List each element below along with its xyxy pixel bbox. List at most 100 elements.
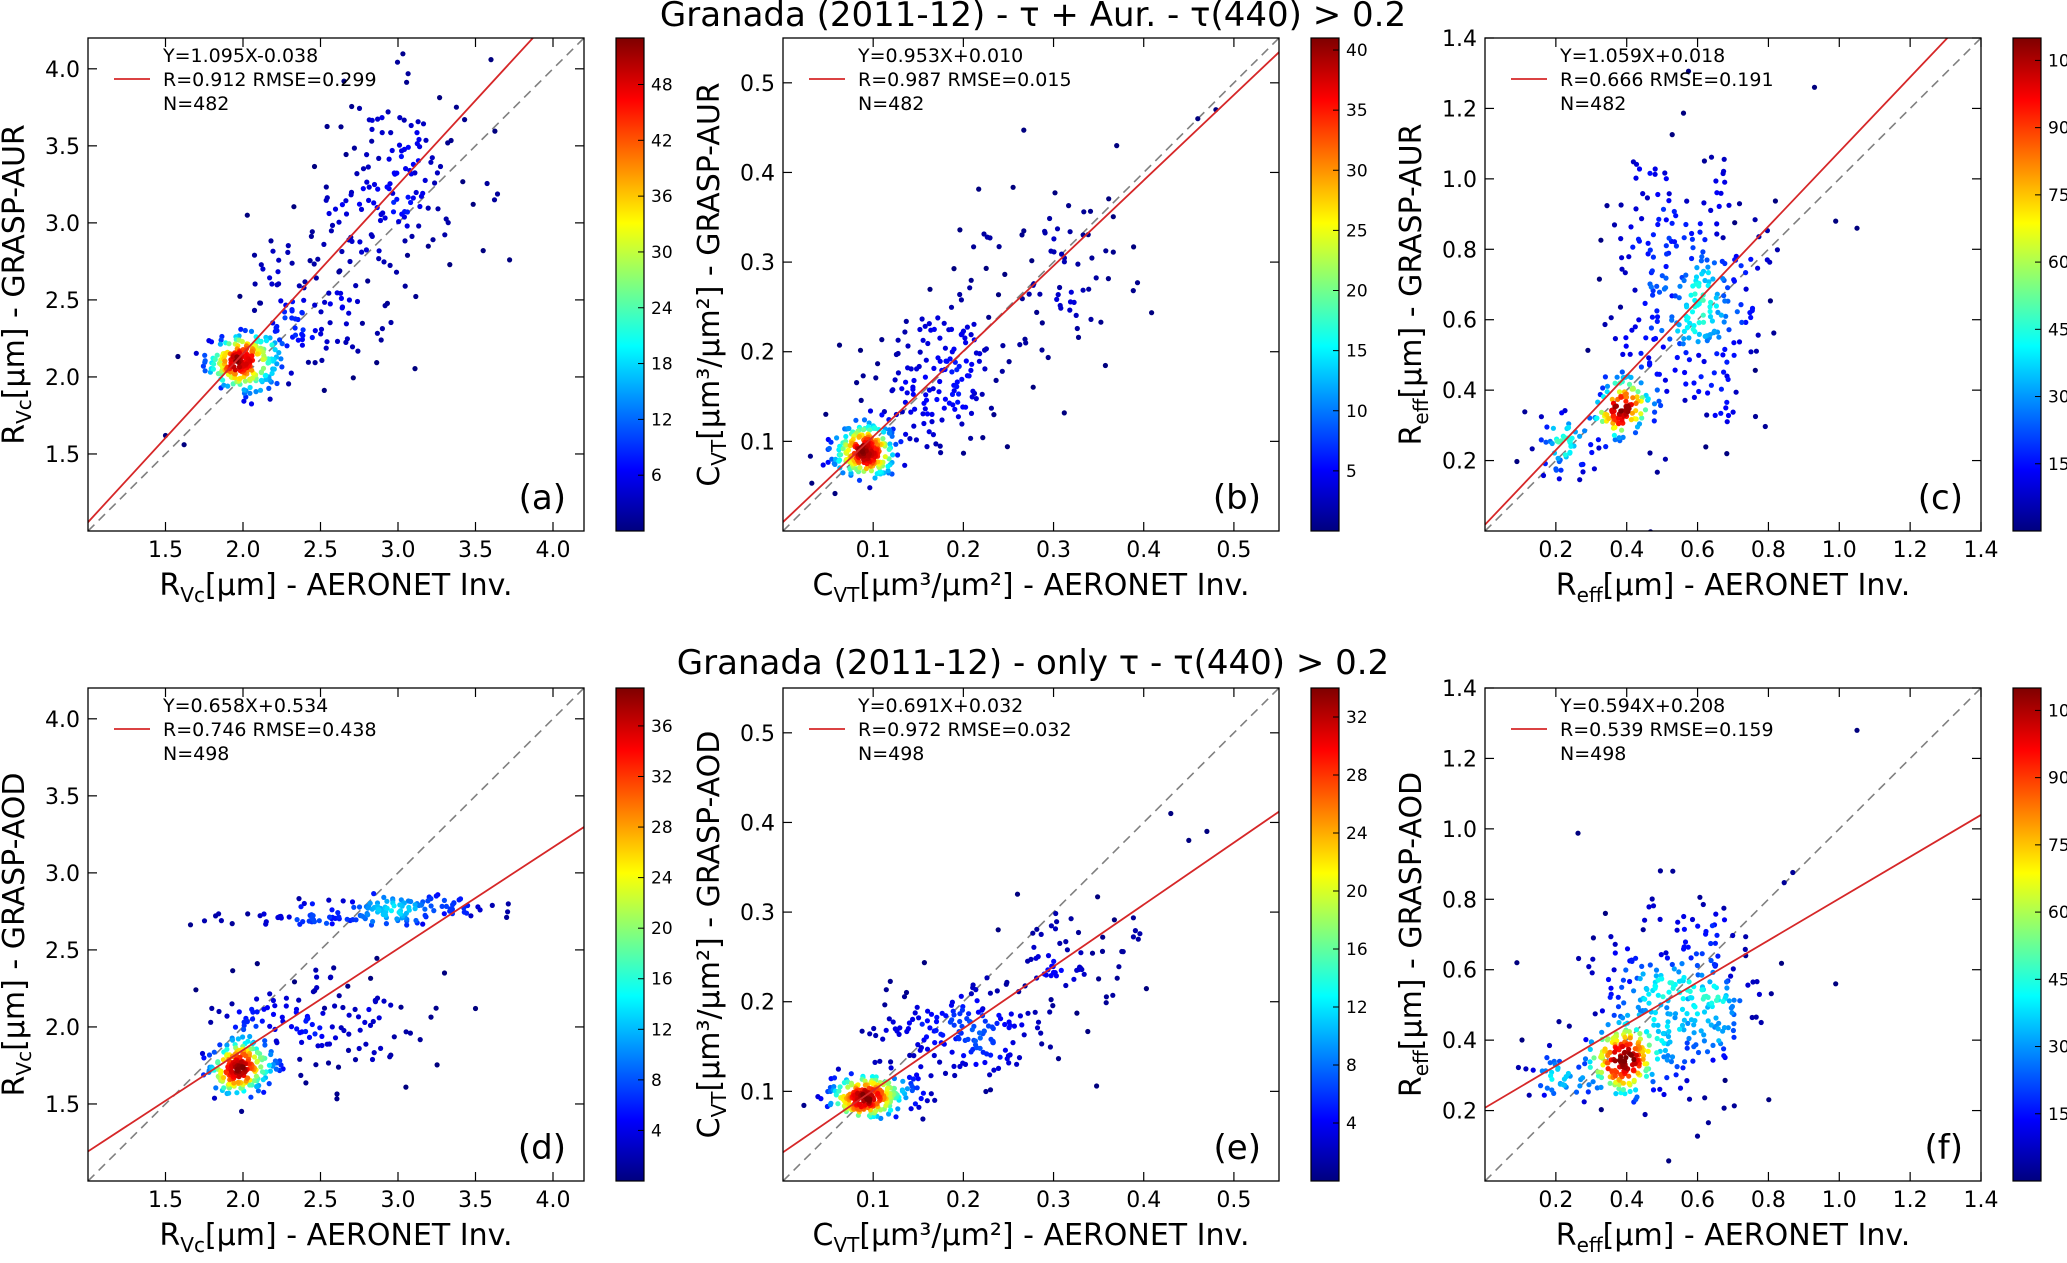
data-point xyxy=(1630,244,1636,250)
data-point xyxy=(1666,198,1672,204)
data-point xyxy=(1078,950,1084,956)
data-point xyxy=(893,441,899,447)
data-point xyxy=(1654,314,1661,320)
data-point xyxy=(1663,217,1669,223)
data-point xyxy=(1724,359,1730,365)
data-point xyxy=(1669,961,1675,968)
data-point xyxy=(240,1034,246,1040)
data-point xyxy=(379,115,385,121)
data-point xyxy=(1066,203,1072,209)
data-point xyxy=(1705,1120,1711,1126)
data-point xyxy=(278,356,284,362)
data-point xyxy=(995,292,1002,298)
data-point xyxy=(1591,1055,1597,1061)
data-point xyxy=(304,1016,310,1022)
data-point xyxy=(1630,395,1636,401)
data-point xyxy=(1623,398,1629,404)
data-point xyxy=(1684,1045,1690,1051)
data-point xyxy=(909,1087,915,1094)
data-point xyxy=(1042,228,1048,234)
data-point xyxy=(1752,367,1758,373)
data-point xyxy=(206,1052,213,1058)
data-point xyxy=(1626,381,1633,387)
data-point xyxy=(211,361,217,367)
data-point xyxy=(1607,1049,1613,1055)
data-point xyxy=(1615,1004,1622,1010)
data-point xyxy=(971,321,977,327)
data-point xyxy=(430,237,436,243)
data-point xyxy=(423,137,429,143)
data-point xyxy=(1639,216,1645,222)
data-point xyxy=(809,480,815,486)
data-point xyxy=(1538,437,1544,443)
data-point xyxy=(316,918,322,924)
data-point xyxy=(1743,319,1749,325)
data-point xyxy=(1722,346,1728,352)
data-point xyxy=(918,1095,924,1102)
data-point xyxy=(1664,955,1670,961)
data-point xyxy=(1034,309,1040,315)
data-point xyxy=(873,1108,879,1114)
data-point xyxy=(1738,263,1744,269)
data-point xyxy=(365,164,371,170)
data-point xyxy=(1559,410,1565,416)
data-point xyxy=(990,1025,996,1032)
data-point xyxy=(1546,1042,1553,1049)
data-point xyxy=(1726,327,1732,333)
data-point xyxy=(1736,201,1743,207)
data-point xyxy=(1622,270,1628,276)
data-point xyxy=(1672,293,1678,299)
data-point xyxy=(1600,385,1606,391)
data-point xyxy=(1699,987,1705,993)
data-point xyxy=(347,258,353,265)
data-point xyxy=(1723,405,1729,411)
y-tick-label: 3.5 xyxy=(45,785,80,810)
data-point xyxy=(1047,1044,1053,1050)
data-point xyxy=(312,328,318,334)
data-point xyxy=(268,238,274,244)
data-point xyxy=(407,1030,413,1036)
y-tick-label: 3.0 xyxy=(45,862,80,887)
data-point xyxy=(1684,1040,1690,1046)
data-point xyxy=(218,1068,224,1074)
data-point xyxy=(298,904,304,910)
x-tick-label: 0.2 xyxy=(946,1188,981,1213)
data-point xyxy=(938,450,944,456)
data-point xyxy=(251,1078,257,1084)
data-point xyxy=(311,261,317,267)
data-point xyxy=(1089,950,1096,956)
data-point xyxy=(1665,1033,1672,1040)
data-point xyxy=(1716,334,1722,340)
data-point xyxy=(1650,1079,1656,1085)
data-point xyxy=(390,209,397,215)
data-point xyxy=(360,186,366,192)
data-point xyxy=(948,1002,955,1008)
data-point xyxy=(346,310,352,316)
data-point xyxy=(942,396,949,402)
data-point xyxy=(1720,235,1726,241)
data-point xyxy=(405,144,411,150)
data-point xyxy=(938,1031,944,1037)
data-point xyxy=(1660,344,1666,350)
data-point xyxy=(1666,989,1672,995)
x-tick-label: 1.0 xyxy=(1822,1188,1857,1213)
data-point xyxy=(1612,437,1618,443)
x-tick-label: 0.6 xyxy=(1680,1188,1715,1213)
data-point xyxy=(957,1018,963,1025)
data-point xyxy=(1068,916,1074,922)
data-point xyxy=(1599,1052,1605,1058)
data-point xyxy=(1137,931,1143,937)
data-point xyxy=(928,1073,934,1079)
data-point xyxy=(294,917,300,923)
data-point xyxy=(1063,982,1069,989)
data-point xyxy=(1088,316,1094,322)
data-point xyxy=(1700,297,1706,303)
data-point xyxy=(880,1036,886,1042)
y-tick-label: 0.2 xyxy=(1442,450,1477,475)
data-point xyxy=(319,1042,325,1049)
data-point xyxy=(336,219,342,225)
data-point xyxy=(1662,377,1668,383)
x-tick-label: 3.5 xyxy=(458,538,493,563)
data-point xyxy=(1655,1022,1661,1028)
y-tick-label: 2.5 xyxy=(45,289,80,314)
